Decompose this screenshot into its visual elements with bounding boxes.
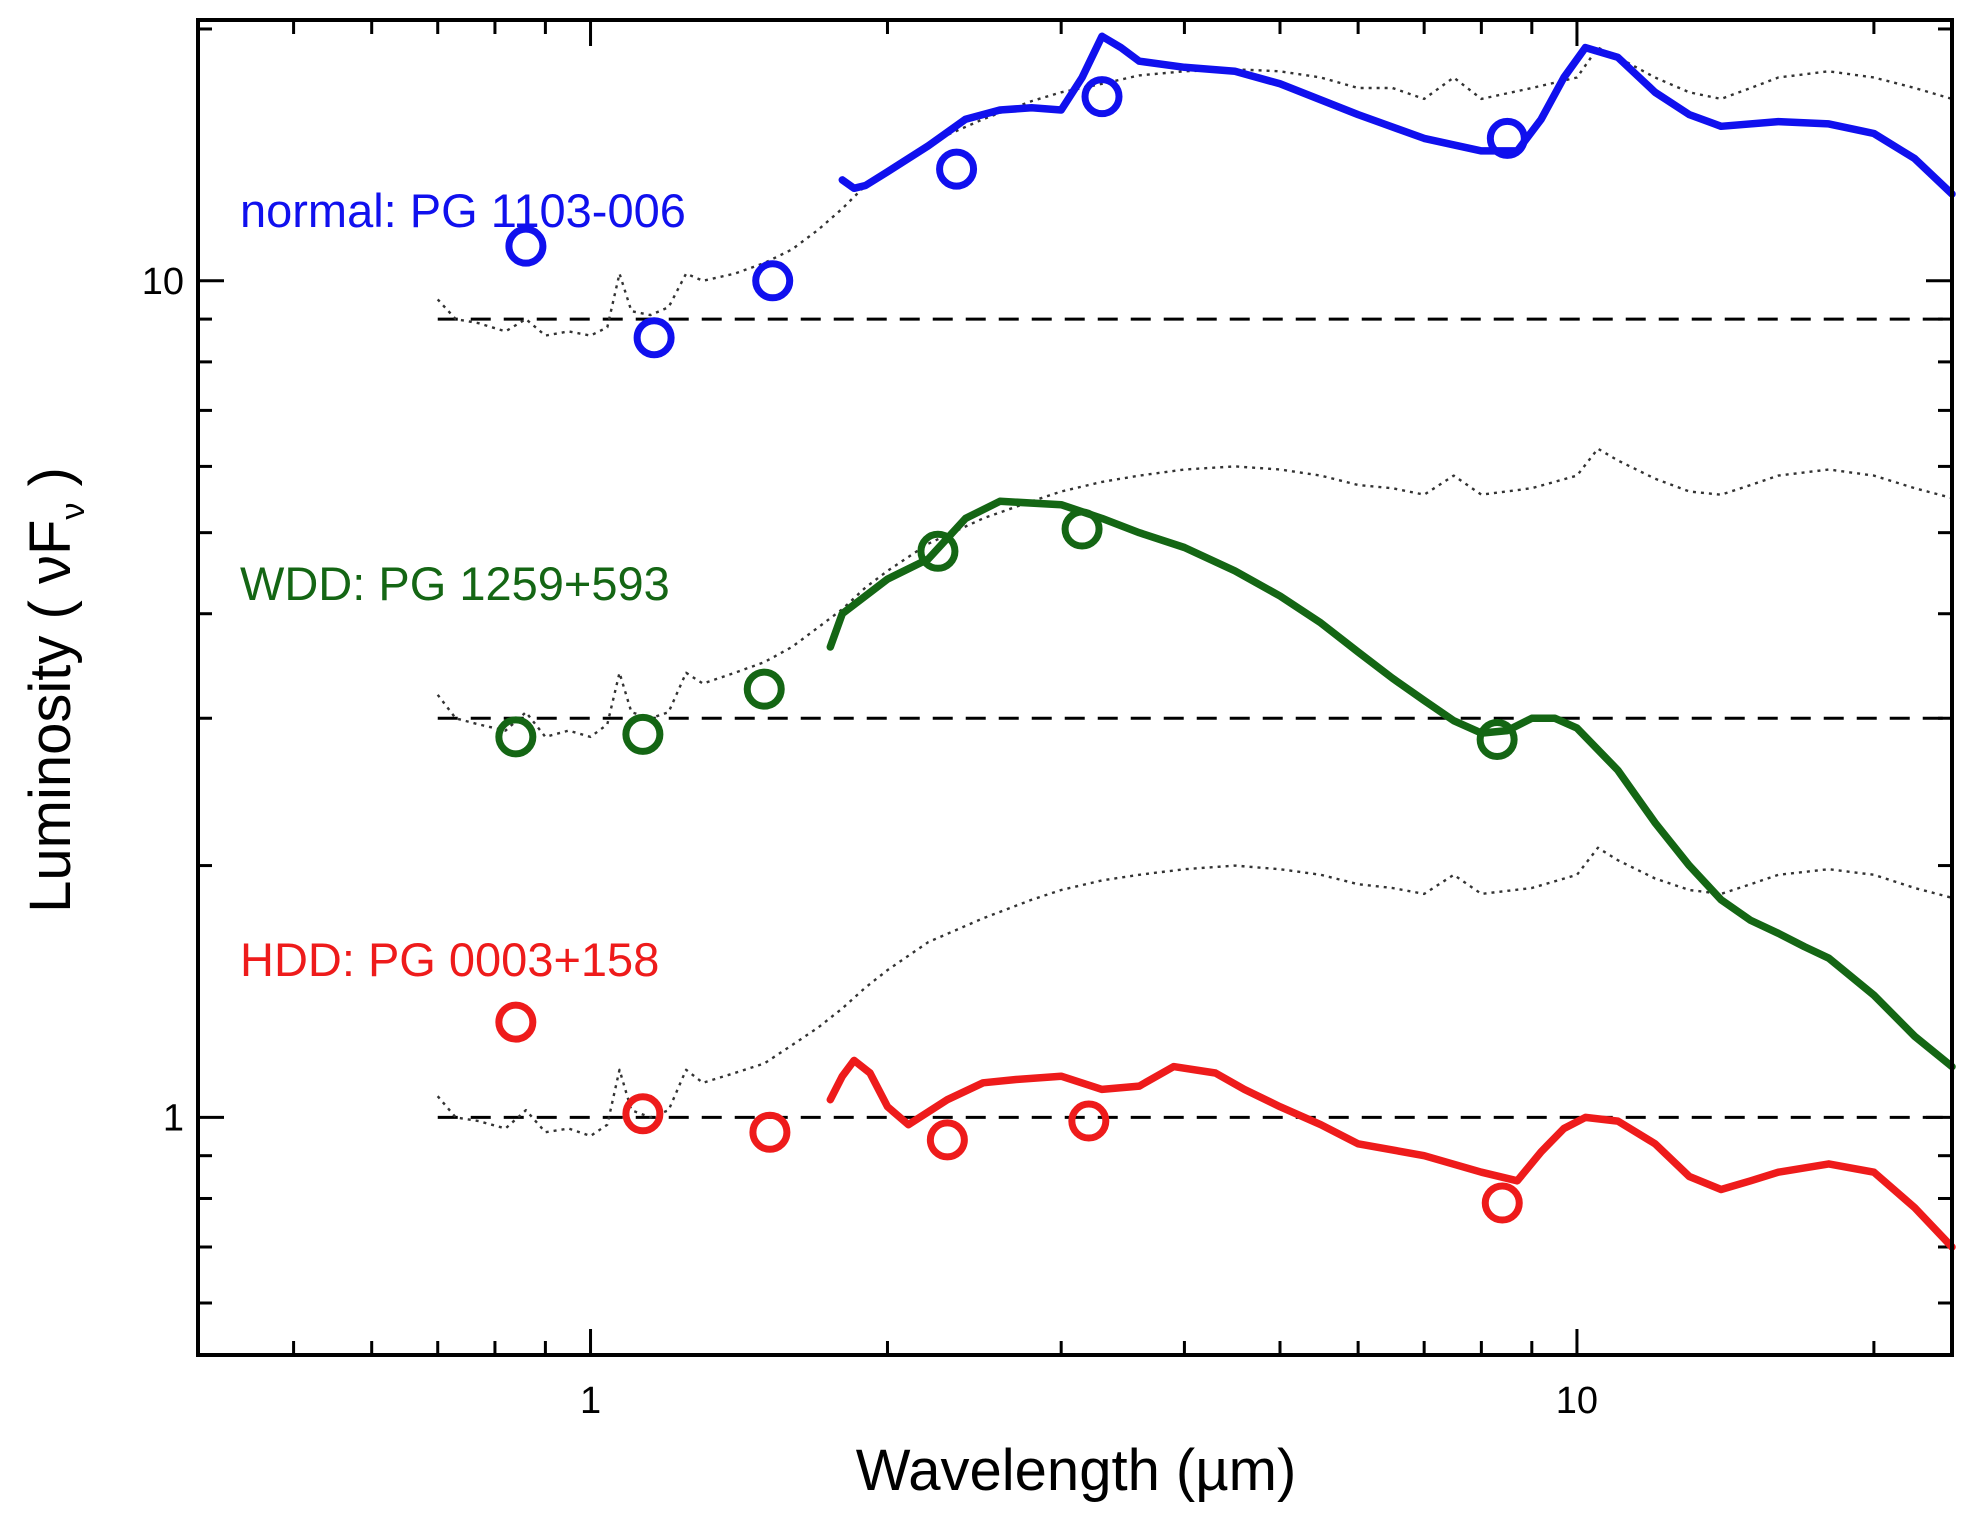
x-tick-label-1: 1 (580, 1380, 601, 1422)
photometry-point-normal (1486, 117, 1528, 159)
photometry-point-wdd (743, 668, 785, 710)
photometry-point-hdd (1481, 1182, 1523, 1224)
spectrum-normal (838, 32, 1956, 198)
template-normal (436, 46, 1953, 337)
spectrum-hdd (826, 1056, 1956, 1251)
photometry-point-hdd (1068, 1100, 1110, 1142)
template-hdd (436, 846, 1953, 1138)
photometry-point-normal (752, 260, 794, 302)
photometry-point-normal (505, 225, 547, 267)
y-tick-label-10: 10 (142, 261, 184, 303)
observed-spectra (826, 32, 1956, 1251)
template-wdd (436, 447, 1953, 739)
photometry-point-wdd (622, 713, 664, 755)
series-label-wdd: WDD: PG 1259+593 (240, 557, 670, 610)
y-axis-title: Luminosity ( νFν ) (18, 467, 92, 913)
y-axis-title-nu: ν (18, 555, 83, 584)
photometry-point-wdd (1061, 508, 1103, 550)
photometry-point-hdd (926, 1119, 968, 1161)
photometry-point-hdd (749, 1111, 791, 1153)
y-tick-label-1: 1 (163, 1097, 184, 1139)
x-tick-label-10: 10 (1556, 1380, 1598, 1422)
minor-ticks (198, 20, 1952, 1355)
photometry-point-wdd (917, 530, 959, 572)
y-axis-title-F: F (18, 520, 83, 555)
series-label-normal: normal: PG 1103-006 (240, 184, 686, 237)
photometry-point-hdd (622, 1093, 664, 1135)
plot-frame (196, 18, 1954, 1357)
photometry-point-normal (1081, 76, 1123, 118)
photometry-point-hdd (495, 1001, 537, 1043)
y-axis-title-subscript: ν (54, 503, 92, 520)
photometry-point-wdd (495, 716, 537, 758)
series-label-hdd: HDD: PG 0003+158 (240, 933, 659, 986)
photometry-points (495, 76, 1528, 1224)
template-spectra (436, 46, 1953, 1138)
y-axis-title-main: Luminosity ( (18, 584, 83, 913)
spectrum-wdd (826, 497, 1956, 1071)
photometry-point-normal (633, 317, 675, 359)
photometry-point-normal (936, 148, 978, 190)
photometry-point-wdd (1476, 718, 1518, 760)
y-axis-title-close: ) (18, 467, 83, 502)
baselines (437, 317, 1952, 1119)
x-axis-title: Wavelength (µm) (856, 1438, 1297, 1503)
